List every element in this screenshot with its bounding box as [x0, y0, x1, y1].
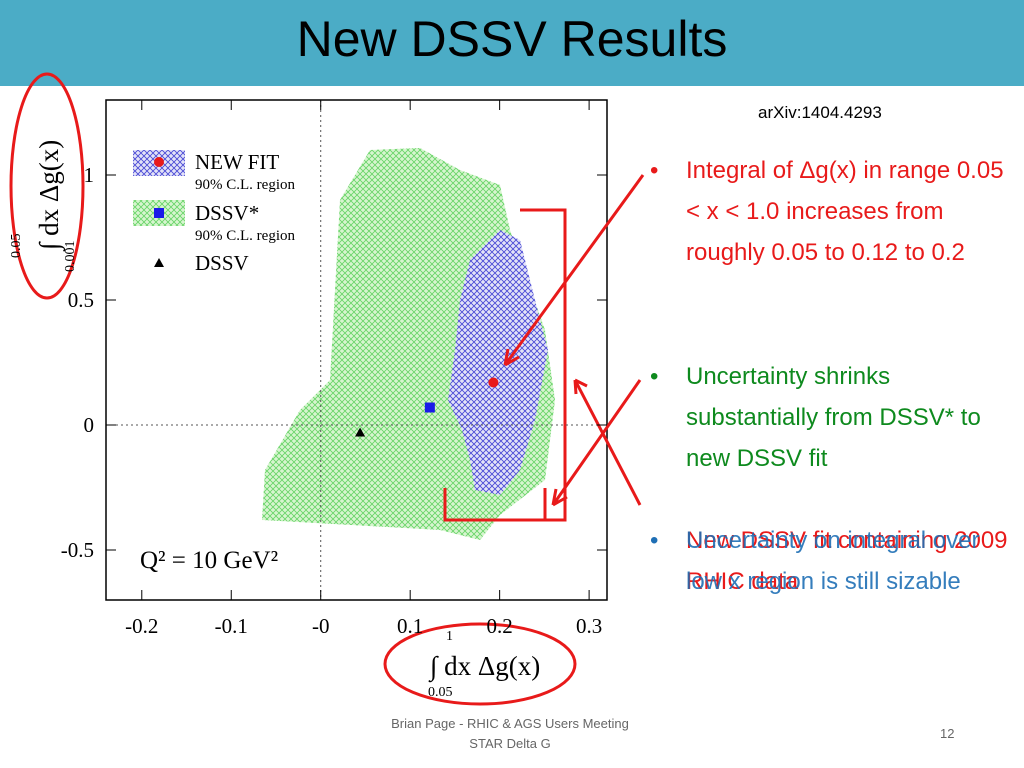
y-axis-label-limit: 0.001 [63, 241, 78, 273]
legend-label: DSSV [195, 251, 249, 275]
x-tick-label: -0.2 [125, 614, 158, 638]
x-tick-label: 0.2 [487, 614, 513, 638]
highlight-ellipse [383, 622, 577, 706]
x-tick-label: 0.1 [397, 614, 423, 638]
slide-title: New DSSV Results [296, 11, 728, 67]
page-number: 12 [940, 726, 955, 741]
bracket [443, 208, 567, 522]
legend-label: DSSV* [195, 201, 259, 225]
new-fit-region [448, 230, 548, 495]
y-tick-label: 0.5 [68, 288, 94, 312]
x-axis-label-limit: 0.05 [428, 685, 453, 700]
header-bar [0, 0, 1024, 86]
y-tick-label: 0 [84, 413, 95, 437]
annotation: Q² = 10 GeV² [140, 547, 278, 574]
bullet-text: New DSSV fit containing 2009 RHIC data [686, 527, 1008, 595]
arrow [573, 378, 642, 506]
footer: Brian Page - RHIC & AGS Users Meeting STA… [340, 714, 680, 754]
legend-label: NEW FIT [195, 150, 279, 174]
bullet-text: Integral of Δg(x) in range 0.05 < x < 1.… [686, 157, 1004, 266]
legend: NEW FIT 90% C.L. region DSSV* 90% C.L. regi… [133, 150, 295, 275]
bullet-text: Uncertainty shrinks substantially from D… [686, 363, 981, 472]
highlight-ellipse [9, 72, 85, 300]
y-tick-label: -0.5 [61, 538, 94, 562]
y-axis-label: ∫ dx Δg(x) [34, 140, 66, 252]
legend-sublabel: 90% C.L. region [195, 228, 295, 244]
point [488, 377, 499, 388]
point [355, 427, 366, 437]
x-tick-label: -0 [312, 614, 330, 638]
arrow [503, 174, 645, 367]
legend-marker [154, 157, 164, 167]
legend-marker [154, 208, 164, 218]
annotations [9, 72, 645, 706]
legend-sublabel: 90% C.L. region [195, 177, 295, 193]
x-tick-label: 0.3 [576, 614, 602, 638]
x-axis-label-limit: 1 [446, 629, 453, 644]
x-tick-label: -0.1 [215, 614, 248, 638]
plot-frame [105, 99, 608, 601]
x-axis-label: ∫ dx Δg(x) [428, 651, 540, 683]
footer-line: Brian Page - RHIC & AGS Users Meeting [391, 716, 629, 731]
legend-marker [154, 258, 164, 267]
arrow [551, 379, 642, 507]
y-axis-label-limit: 0.05 [9, 234, 24, 259]
point [424, 402, 435, 413]
footer-line: STAR Delta G [469, 736, 551, 751]
bullet-text: Uncertainty on integral over low x regio… [686, 527, 980, 595]
y-tick-label: 1 [84, 163, 95, 187]
reference: arXiv:1404.4293 [758, 103, 882, 122]
